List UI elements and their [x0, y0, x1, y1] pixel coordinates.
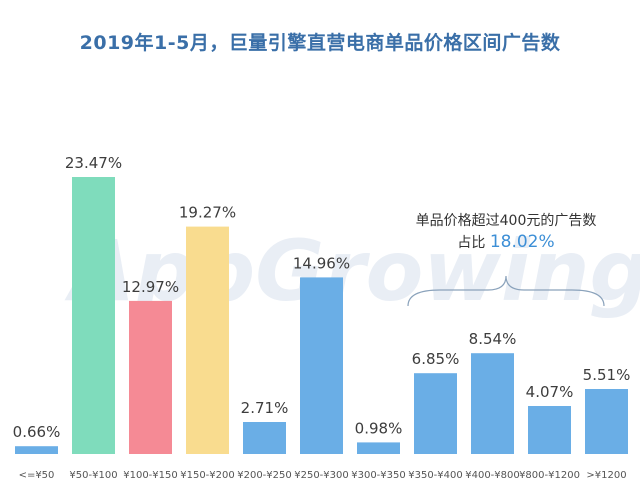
- category-tick-label: <=¥50: [19, 470, 55, 481]
- bar-value-label: 23.47%: [65, 154, 122, 172]
- category-tick-label: ¥300-¥350: [351, 470, 406, 481]
- annotation-group: 单品价格超过400元的广告数 占比 18.02%: [407, 213, 605, 307]
- bar-value-label: 0.66%: [13, 423, 61, 441]
- bar-value-label: 14.96%: [293, 254, 350, 272]
- annotation-value: 18.02%: [490, 232, 555, 252]
- bar-3: [186, 226, 229, 454]
- bar-value-label: 8.54%: [469, 330, 517, 348]
- category-tick-label: ¥250-¥300: [294, 470, 349, 481]
- category-tick-label: ¥350-¥400: [408, 470, 463, 481]
- bar-2: [129, 300, 172, 454]
- category-tick-label: ¥400-¥800: [465, 470, 520, 481]
- bar-value-label: 6.85%: [412, 350, 460, 368]
- bar-0: [15, 446, 58, 454]
- annotation-brace: [407, 275, 605, 307]
- bar-value-label: 4.07%: [526, 383, 574, 401]
- category-tick-label: ¥50-¥100: [69, 470, 117, 481]
- bar-6: [357, 442, 400, 454]
- annotation-prefix: 占比: [457, 235, 489, 251]
- bars-group: 0.66% <=¥50 23.47% ¥50-¥100 12.97% ¥100-¥150 1…: [13, 154, 631, 481]
- bar-10: [585, 389, 628, 454]
- bar-5: [300, 277, 343, 454]
- bar-9: [528, 406, 571, 454]
- bar-value-label: 5.51%: [583, 366, 631, 384]
- bar-value-label: 2.71%: [241, 399, 289, 417]
- bar-7: [414, 373, 457, 454]
- category-tick-label: ¥150-¥200: [180, 470, 235, 481]
- annotation-line2: 占比 18.02%: [457, 232, 554, 252]
- category-tick-label: ¥100-¥150: [123, 470, 178, 481]
- bar-value-label: 19.27%: [179, 204, 236, 222]
- bar-value-label: 0.98%: [355, 419, 403, 437]
- category-tick-label: ¥200-¥250: [237, 470, 292, 481]
- bar-8: [471, 353, 514, 454]
- category-tick-label: >¥1200: [586, 470, 626, 481]
- category-tick-label: ¥800-¥1200: [519, 470, 580, 481]
- annotation-line1: 单品价格超过400元的广告数: [416, 213, 597, 229]
- bar-value-label: 12.97%: [122, 278, 179, 296]
- bar-4: [243, 422, 286, 454]
- bar-1: [72, 177, 115, 454]
- chart-title: 2019年1-5月，巨量引擎直营电商单品价格区间广告数: [79, 32, 561, 54]
